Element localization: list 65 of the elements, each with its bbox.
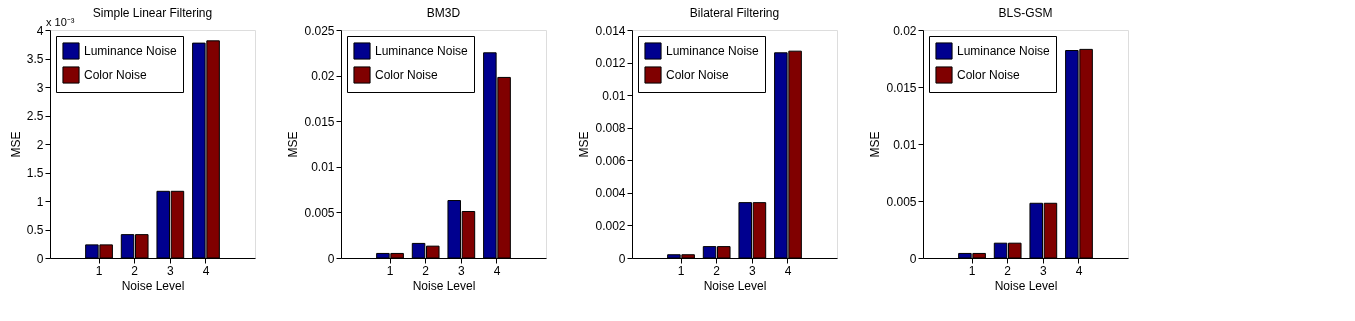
y-axis-title: MSE [868, 131, 883, 158]
x-axis-title: Noise Level [994, 278, 1058, 293]
y-tick-label: 0.014 [595, 23, 626, 38]
x-tick-label: 1 [968, 263, 976, 278]
legend-label: Color Noise [84, 68, 148, 82]
x-tick-label: 1 [95, 263, 103, 278]
x-tick-label: 2 [1004, 263, 1012, 278]
chart-title: Simple Linear Filtering [92, 6, 213, 20]
legend-label: Luminance Noise [957, 44, 1051, 58]
x-tick-label: 1 [677, 263, 685, 278]
legend-label: Luminance Noise [375, 44, 469, 58]
y-tick-label: 0.005 [304, 205, 335, 220]
y-tick-label: 0.008 [595, 121, 626, 136]
y-axis-title: MSE [286, 131, 301, 158]
y-tick-label: 0.012 [595, 56, 626, 71]
y-tick-label: 0.015 [886, 80, 917, 95]
x-axis-title: Noise Level [412, 278, 476, 293]
y-tick-label: 0.02 [311, 69, 335, 84]
x-tick-label: 4 [784, 263, 792, 278]
legend-label: Color Noise [957, 68, 1021, 82]
y-tick-label: 0 [327, 251, 335, 266]
y-tick-label: 0 [909, 251, 917, 266]
x-tick-label: 4 [1075, 263, 1083, 278]
x-tick-label: 4 [202, 263, 210, 278]
y-tick-label: 0.01 [602, 88, 626, 103]
y-tick-label: 0 [36, 251, 44, 266]
y-tick-label: 2.5 [26, 109, 44, 123]
legend-label: Luminance Noise [84, 44, 178, 58]
y-tick-label: 0 [618, 251, 626, 266]
x-axis-title: Noise Level [703, 278, 767, 293]
legend-label: Color Noise [666, 68, 730, 82]
y-tick-label: 0.025 [304, 23, 335, 38]
chart-title: BLS-GSM [998, 6, 1053, 20]
y-tick-label: 0.01 [311, 160, 335, 175]
x-tick-label: 3 [166, 263, 174, 278]
chart-title: Bilateral Filtering [689, 6, 780, 20]
x-tick-label: 3 [457, 263, 465, 278]
y-tick-label: 1.5 [26, 166, 44, 180]
x-tick-label: 2 [131, 263, 139, 278]
y-tick-label: 0.004 [595, 186, 626, 201]
text: x 10⁻³ [46, 16, 75, 28]
x-tick-label: 3 [748, 263, 756, 278]
x-axis-title: Noise Level [121, 278, 185, 293]
y-tick-label: 2 [36, 137, 44, 152]
y-tick-label: 0.015 [304, 114, 335, 129]
x-tick-label: 4 [493, 263, 501, 278]
y-tick-label: 1 [36, 194, 44, 209]
y-tick-label: 0.005 [886, 194, 917, 209]
y-tick-label: 4 [36, 23, 44, 38]
y-axis-title: MSE [8, 131, 23, 158]
y-tick-label: 0.002 [595, 218, 626, 233]
x-tick-label: 2 [422, 263, 430, 278]
y-tick-label: 0.01 [893, 137, 917, 152]
x-tick-label: 3 [1039, 263, 1047, 278]
y-tick-label: 0.006 [595, 153, 626, 168]
y-tick-label: 0.02 [893, 23, 917, 38]
y-tick-label: 3 [36, 80, 44, 95]
legend-label: Color Noise [375, 68, 439, 82]
y-tick-label: 3.5 [26, 52, 44, 66]
x-tick-label: 2 [713, 263, 721, 278]
y-axis-title: MSE [577, 131, 592, 158]
x-tick-label: 1 [386, 263, 394, 278]
legend-label: Luminance Noise [666, 44, 760, 58]
y-tick-label: 0.5 [26, 223, 44, 237]
chart-title: BM3D [426, 6, 461, 20]
